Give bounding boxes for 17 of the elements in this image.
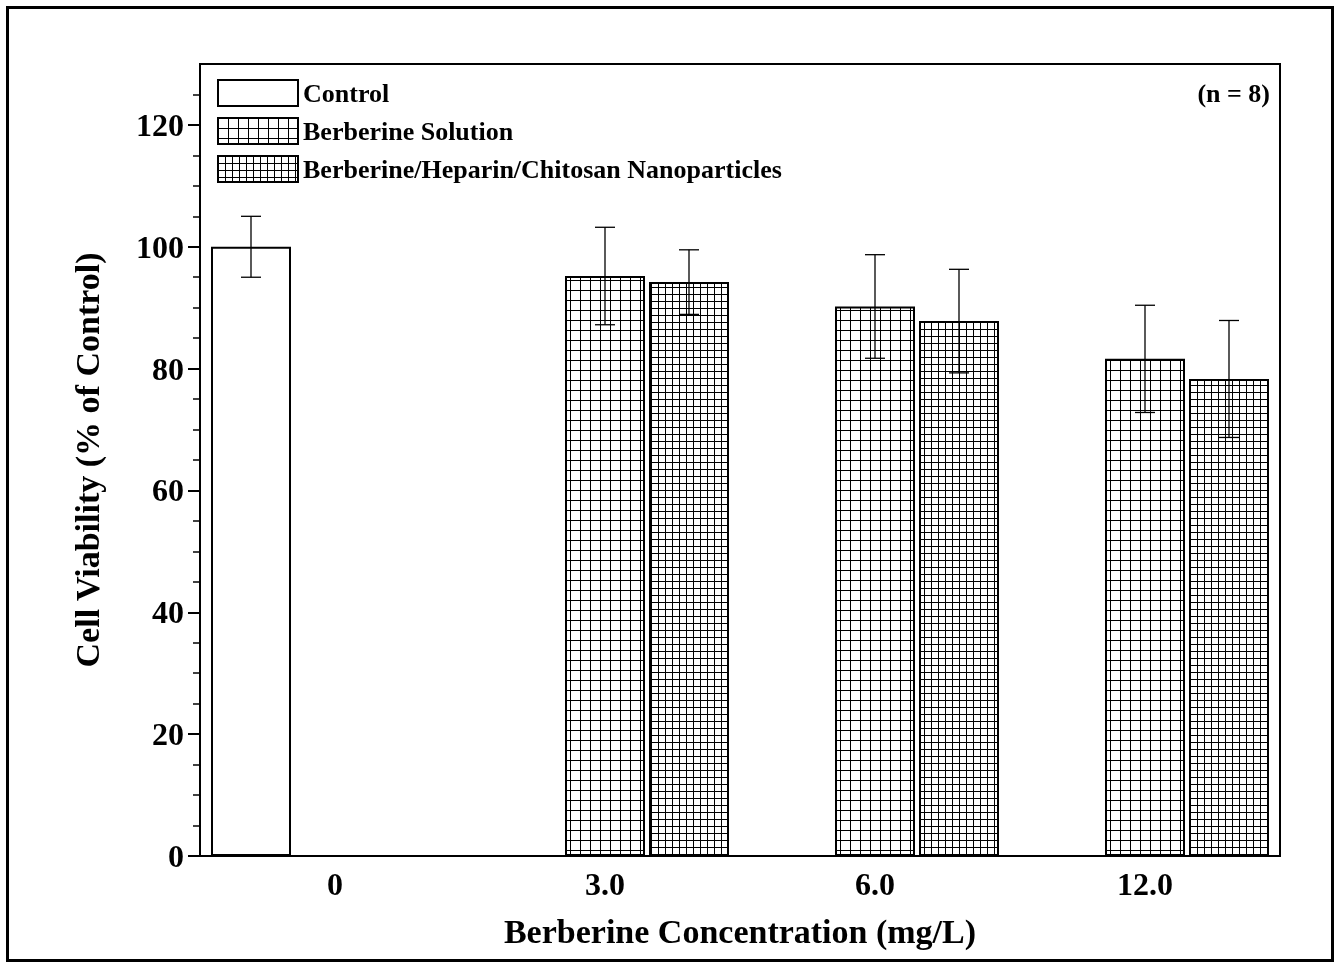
- x-tick-label: 0: [327, 866, 343, 902]
- x-tick-label: 12.0: [1117, 866, 1173, 902]
- legend-label: Berberine/Heparin/Chitosan Nanoparticles: [303, 154, 782, 184]
- legend-label: Control: [303, 78, 390, 108]
- y-tick-label: 80: [152, 350, 184, 387]
- x-tick-label: 3.0: [585, 866, 625, 902]
- x-axis-title: Berberine Concentration (mg/L): [503, 912, 977, 951]
- legend-label: Berberine Solution: [303, 116, 514, 146]
- annotation: (n = 8): [1197, 78, 1270, 108]
- y-tick-label: 40: [152, 594, 184, 631]
- y-tick-label: 120: [136, 106, 184, 143]
- y-tick-label: 20: [152, 716, 184, 753]
- y-axis-title: Cell Viability (% of Control): [68, 252, 107, 668]
- y-tick-label: 100: [136, 228, 184, 265]
- x-tick-label: 6.0: [855, 866, 895, 902]
- y-tick-label: 0: [168, 838, 184, 874]
- y-tick-label: 60: [152, 472, 184, 509]
